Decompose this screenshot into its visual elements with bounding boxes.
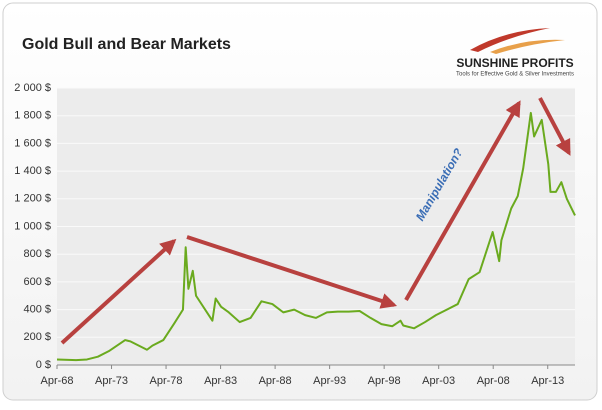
arrows (60, 97, 571, 345)
y-tick-label: 0 $ (36, 359, 51, 371)
x-tick-label: Apr-68 (40, 375, 73, 387)
y-tick-label: 600 $ (23, 276, 51, 288)
price-line (56, 111, 576, 362)
logo-tagline: Tools for Effective Gold & Silver Invest… (456, 72, 574, 78)
x-tick-label: Apr-03 (422, 375, 455, 387)
chart-title: Gold Bull and Bear Markets (22, 36, 231, 53)
logo: SUNSHINE PROFITS Tools for Effective Gol… (456, 28, 574, 78)
arrow (186, 235, 398, 309)
x-tick-label: Apr-08 (477, 375, 510, 387)
x-tick-label: Apr-98 (368, 375, 401, 387)
logo-name: SUNSHINE PROFITS (456, 56, 573, 70)
y-tick-label: 800 $ (23, 248, 51, 260)
arrow (538, 97, 571, 156)
y-tick-label: 400 $ (23, 304, 51, 316)
x-tick-label: Apr-88 (259, 375, 292, 387)
axes: 0 $ 200 $ 400 $ 600 $ 800 $ 1 000 $ 1 200 $ 1 4… (14, 82, 576, 387)
x-tick-label: Apr-13 (531, 375, 564, 387)
y-tick-label: 1 400 $ (14, 165, 51, 177)
y-tick-label: 1 800 $ (14, 110, 51, 122)
x-tick-label: Apr-83 (204, 375, 237, 387)
y-tick-label: 1 600 $ (14, 137, 51, 149)
arrow (60, 238, 177, 345)
y-tick-label: 1 000 $ (14, 220, 51, 232)
y-tick-label: 2 000 $ (14, 82, 51, 94)
y-tick-label: 1 200 $ (14, 193, 51, 205)
logo-swoosh (490, 39, 565, 54)
arrow (404, 100, 521, 301)
logo-swoosh (470, 28, 550, 52)
x-tick-label: Apr-73 (95, 375, 128, 387)
x-tick-label: Apr-78 (150, 375, 183, 387)
x-tick-label: Apr-93 (313, 375, 346, 387)
y-tick-label: 200 $ (23, 331, 51, 343)
